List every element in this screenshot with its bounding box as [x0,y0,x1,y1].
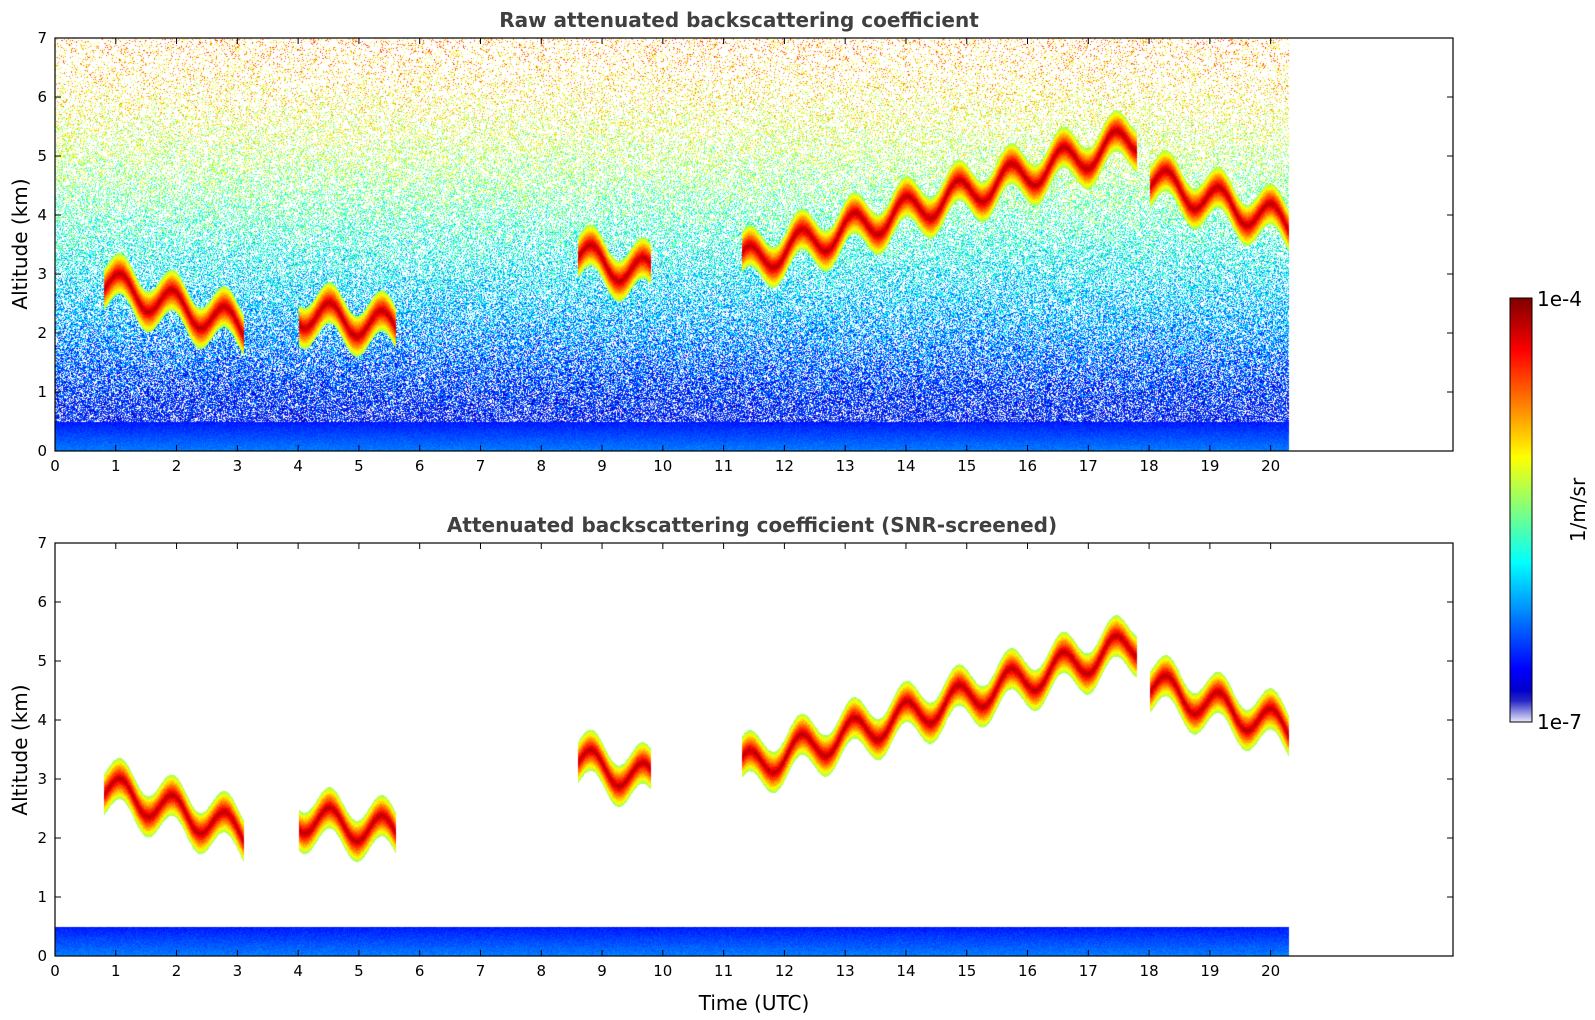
x-tick-label: 20 [1261,457,1280,475]
x-tick-label: 15 [957,457,976,475]
x-tick-label: 4 [293,962,303,980]
y-tick-label: 5 [37,147,47,165]
x-tick-label: 19 [1200,457,1219,475]
x-tick-label: 1 [111,962,121,980]
x-tick-label: 6 [415,962,425,980]
x-tick-label: 0 [50,962,60,980]
colorbar-bar [1509,297,1533,723]
x-tick-label: 13 [836,457,855,475]
x-tick-label: 0 [50,457,60,475]
x-tick-label: 17 [1079,457,1098,475]
x-tick-label: 15 [957,962,976,980]
y-tick-label: 1 [37,383,47,401]
x-tick-label: 19 [1200,962,1219,980]
x-tick-label: 9 [597,962,607,980]
panel-raw: Raw attenuated backscattering coefficien… [8,8,1454,475]
x-tick-label: 16 [1018,457,1037,475]
y-tick-label: 6 [37,88,47,106]
x-tick-label: 6 [415,457,425,475]
colorbar: 1e-4 1e-7 1/m/sr [1509,287,1590,734]
x-tick-label: 2 [172,962,182,980]
x-tick-label: 12 [775,962,794,980]
y-tick-label: 7 [37,29,47,47]
y-tick-label: 4 [37,711,47,729]
y-tick-label: 6 [37,593,47,611]
heatmap-screened [55,543,1453,956]
y-tick-label: 2 [37,324,47,342]
panel-title-screened: Attenuated backscattering coefficient (S… [447,513,1057,537]
x-tick-label: 5 [354,457,364,475]
y-tick-label: 3 [37,265,47,283]
x-tick-label: 4 [293,457,303,475]
x-tick-label: 13 [836,962,855,980]
y-axis-label-raw: Altitude (km) [8,178,32,309]
plot-frame-raw [54,37,1454,452]
y-tick-label: 3 [37,770,47,788]
x-tick-label: 20 [1261,962,1280,980]
x-tick-label: 3 [233,457,243,475]
colorbar-min-label: 1e-7 [1537,710,1582,734]
panel-title-raw: Raw attenuated backscattering coefficien… [499,8,979,32]
x-tick-label: 8 [536,457,546,475]
y-tick-label: 2 [37,829,47,847]
y-tick-label: 4 [37,206,47,224]
x-tick-label: 10 [653,457,672,475]
x-tick-label: 7 [476,457,486,475]
plot-frame-screened [54,542,1454,957]
x-tick-label: 2 [172,457,182,475]
x-tick-label: 7 [476,962,486,980]
x-tick-label: 14 [896,457,915,475]
x-tick-label: 16 [1018,962,1037,980]
heatmap-raw [55,38,1453,451]
y-axis-label-screened: Altitude (km) [8,684,32,815]
y-tick-label: 5 [37,652,47,670]
x-tick-label: 10 [653,962,672,980]
x-tick-label: 18 [1140,457,1159,475]
x-tick-label: 5 [354,962,364,980]
x-tick-label: 11 [714,962,733,980]
y-tick-label: 0 [37,947,47,965]
x-tick-label: 12 [775,457,794,475]
x-axis-label: Time (UTC) [698,991,810,1015]
y-tick-label: 7 [37,534,47,552]
y-tick-label: 1 [37,888,47,906]
colorbar-label: 1/m/sr [1566,477,1590,542]
x-tick-label: 8 [536,962,546,980]
colorbar-max-label: 1e-4 [1537,287,1582,311]
x-tick-label: 11 [714,457,733,475]
panel-screened: Attenuated backscattering coefficient (S… [8,513,1454,1015]
x-tick-label: 3 [233,962,243,980]
x-tick-label: 1 [111,457,121,475]
y-tick-label: 0 [37,442,47,460]
x-tick-label: 9 [597,457,607,475]
x-tick-label: 17 [1079,962,1098,980]
x-tick-label: 14 [896,962,915,980]
x-tick-label: 18 [1140,962,1159,980]
